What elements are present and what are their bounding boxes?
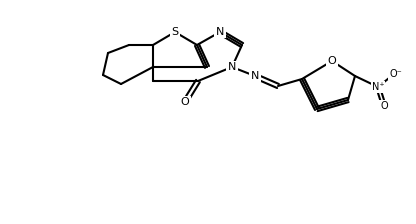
Text: N: N [228, 62, 236, 72]
Text: N⁺: N⁺ [371, 82, 384, 92]
Text: S: S [171, 27, 178, 37]
Text: O: O [328, 56, 337, 66]
Text: O: O [380, 101, 388, 111]
Text: O⁻: O⁻ [390, 69, 402, 79]
Text: N: N [216, 27, 224, 37]
Text: N: N [251, 71, 259, 81]
Text: O: O [181, 97, 189, 107]
